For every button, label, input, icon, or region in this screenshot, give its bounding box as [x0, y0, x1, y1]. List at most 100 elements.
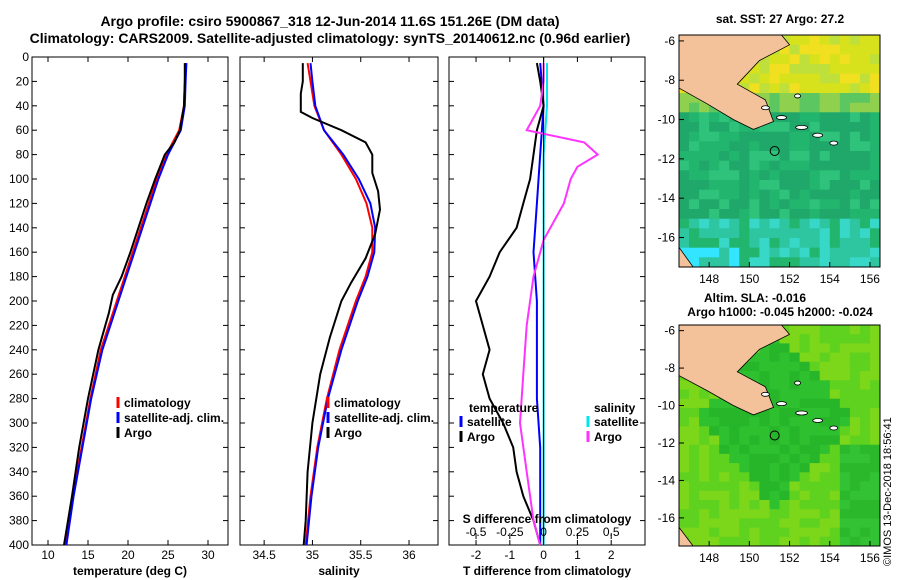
figure-title-line2: Climatology: CARS2009. Satellite-adjuste… — [29, 30, 631, 46]
map-cell — [870, 73, 880, 84]
y-tick-label: 280 — [9, 392, 29, 406]
map-cell — [679, 389, 690, 400]
map-cell — [779, 380, 791, 391]
map-cell — [749, 64, 761, 75]
map-cell — [699, 463, 710, 473]
x-tick-label: 34.5 — [252, 548, 276, 562]
x-tick-label: 156 — [860, 272, 880, 286]
landmass-australia — [679, 246, 694, 267]
map-cell — [729, 435, 740, 446]
map-cell — [839, 500, 851, 510]
map-cell — [859, 352, 871, 363]
map-cell — [699, 509, 710, 519]
map-cell — [769, 54, 781, 65]
map-cell — [789, 83, 801, 94]
map-cell — [729, 160, 740, 171]
map-cell — [819, 170, 831, 181]
map-cell — [839, 83, 851, 94]
map-cell — [689, 180, 700, 191]
map-cell — [829, 257, 841, 267]
map-cell — [769, 238, 781, 249]
map-cell — [809, 35, 821, 46]
island-outline — [761, 105, 770, 111]
map-cell — [870, 389, 880, 400]
map-cell — [729, 131, 740, 142]
y-tick-label: 400 — [9, 538, 29, 552]
map-cell — [809, 426, 821, 437]
map-cell — [699, 102, 710, 113]
map-cell — [699, 112, 710, 123]
map-cell — [719, 257, 730, 267]
map-cell — [839, 361, 851, 372]
map-cell — [849, 199, 861, 210]
map-cell — [749, 453, 761, 464]
map-cell — [809, 361, 821, 372]
map-cell — [769, 122, 781, 133]
map-cell — [789, 518, 801, 529]
map-cell — [819, 238, 831, 249]
map-cell — [799, 509, 811, 519]
map-cell — [809, 527, 821, 538]
map-cell — [809, 218, 821, 229]
map-cell — [779, 247, 791, 258]
y-tick-label: 120 — [9, 196, 29, 210]
map-cell — [799, 64, 811, 75]
map-cell — [839, 407, 851, 418]
map-cell — [859, 141, 871, 152]
map-cell — [809, 472, 821, 483]
map-cell — [759, 444, 771, 455]
map-cell — [699, 238, 710, 249]
island-outline — [795, 410, 809, 416]
map-cell — [689, 160, 700, 171]
map-cell — [779, 453, 791, 464]
x-tick-label: 10 — [41, 548, 55, 562]
map-cell — [859, 380, 871, 391]
map-cell — [699, 453, 710, 464]
map-cell — [779, 141, 791, 152]
map-cell — [819, 218, 831, 229]
map-cell — [849, 73, 861, 84]
map-cell — [859, 490, 871, 501]
map-cell — [819, 257, 831, 267]
map-cell — [749, 518, 761, 529]
map-cell — [809, 325, 821, 335]
map-cell — [739, 500, 750, 510]
map-cell — [849, 54, 861, 65]
map-cell — [759, 170, 771, 181]
plot-area — [31, 56, 229, 546]
map-cell — [789, 151, 801, 162]
map-cell — [769, 228, 781, 239]
map-cell — [870, 151, 880, 162]
y-tick-label: 300 — [9, 416, 29, 430]
map-cell — [839, 102, 851, 113]
map-cell — [819, 44, 831, 55]
map-cell — [809, 83, 821, 94]
map-cell — [699, 228, 710, 239]
map-cell — [729, 122, 740, 133]
map-cell — [839, 112, 851, 123]
map-cell — [689, 518, 700, 529]
map-cell — [739, 141, 750, 152]
secondary-tick-label: 0.25 — [566, 525, 590, 539]
map-cell — [689, 536, 700, 546]
x-tick-label: 1 — [574, 548, 581, 562]
map-cell — [870, 472, 880, 483]
map-cell — [719, 160, 730, 171]
map-cell — [839, 490, 851, 501]
map-cell — [779, 389, 791, 400]
map-cell — [699, 247, 710, 258]
map-cell — [729, 509, 740, 519]
map-cell — [699, 170, 710, 181]
map-cell — [849, 131, 861, 142]
map-cell — [870, 247, 880, 258]
map-cell — [679, 228, 690, 239]
map-cell — [809, 73, 821, 84]
map-cell — [749, 180, 761, 191]
map-cell — [709, 426, 720, 437]
map-cell — [699, 518, 710, 529]
map-cell — [829, 218, 841, 229]
map-cell — [819, 518, 831, 529]
map-cell — [819, 490, 831, 501]
map-cell — [799, 257, 811, 267]
map-cell — [779, 170, 791, 181]
